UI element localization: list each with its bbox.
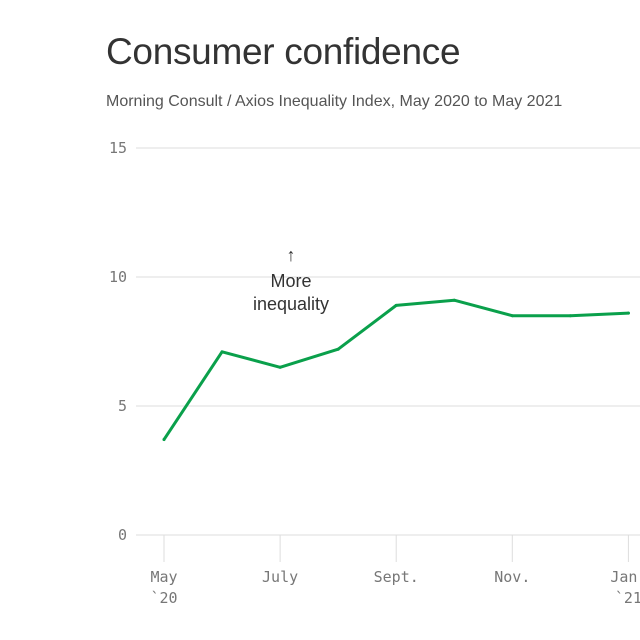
data-point xyxy=(278,365,282,369)
chart-subtitle: Morning Consult / Axios Inequality Index… xyxy=(106,93,563,110)
x-axis-labels: May `20 July Sept. Nov. Jan. `21 xyxy=(150,568,640,607)
x-tick-label: Nov. xyxy=(494,568,530,586)
gridlines xyxy=(136,147,640,536)
y-tick-label: 10 xyxy=(109,268,127,286)
annotation-line-1: More xyxy=(270,271,311,291)
data-point xyxy=(394,303,398,307)
x-tick-label: May xyxy=(150,568,177,586)
x-tick-label: Jan. xyxy=(610,568,640,586)
x-tick-label: July xyxy=(262,568,298,586)
data-point xyxy=(452,298,456,302)
data-point xyxy=(220,350,224,354)
annotation: ↑ More inequality xyxy=(253,245,329,314)
series xyxy=(162,298,630,442)
x-tick-sublabel: `21 xyxy=(615,589,640,607)
data-point xyxy=(510,314,514,318)
x-tick-sublabel: `20 xyxy=(150,589,177,607)
data-point xyxy=(568,314,572,318)
chart-title: Consumer confidence xyxy=(106,31,461,72)
x-tick-label: Sept. xyxy=(374,568,419,586)
y-tick-label: 5 xyxy=(118,397,127,415)
y-axis-labels: 0 5 10 15 xyxy=(109,139,127,544)
y-tick-label: 15 xyxy=(109,139,127,157)
annotation-arrow-icon: ↑ xyxy=(287,245,296,265)
x-axis-ticks xyxy=(163,535,629,562)
annotation-line-2: inequality xyxy=(253,294,329,314)
data-point xyxy=(162,438,166,442)
data-point xyxy=(626,311,630,315)
data-point xyxy=(336,347,340,351)
series-line-0 xyxy=(162,298,630,442)
y-tick-label: 0 xyxy=(118,526,127,544)
